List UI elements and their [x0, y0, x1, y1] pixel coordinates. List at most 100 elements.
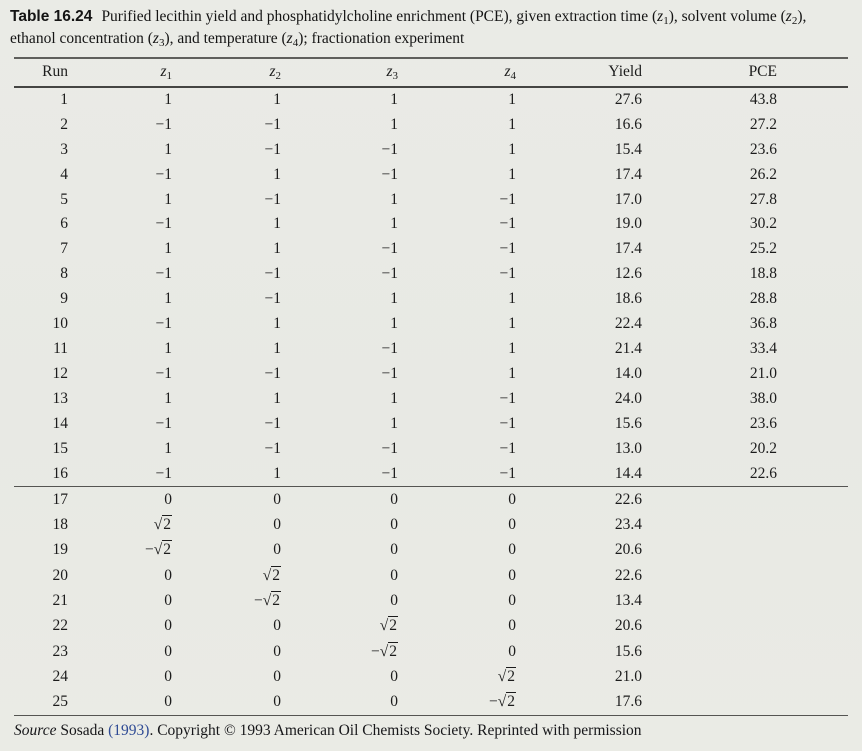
run-cell: 7: [60, 240, 68, 258]
value-cell: −√2: [488, 692, 516, 711]
column-header: z3: [386, 63, 398, 83]
source-label: Source: [14, 722, 57, 739]
value-cell: −1: [499, 389, 517, 407]
value-cell: −1: [155, 215, 173, 233]
value-cell: −√2: [144, 540, 172, 559]
table-row: 8 −1 −1 −1 −1 12.6 18.8: [14, 262, 848, 287]
value-cell: 1: [390, 389, 398, 407]
run-cell: 25: [52, 693, 69, 711]
value-cell: 0: [164, 693, 172, 711]
value-cell: 1: [390, 414, 398, 432]
column-header: Yield: [608, 63, 642, 81]
value-cell: 0: [390, 541, 398, 559]
value-cell: 1: [390, 315, 398, 333]
value-cell: −1: [381, 340, 399, 358]
value-cell: 1: [164, 90, 172, 108]
value-cell: 1: [390, 190, 398, 208]
value-cell: 0: [273, 617, 281, 635]
value-cell: −1: [155, 414, 173, 432]
value-cell: 0: [273, 693, 281, 711]
value-cell: 0: [390, 516, 398, 534]
column-header: PCE: [748, 63, 777, 81]
value-cell: 0: [508, 541, 516, 559]
value-cell: −1: [155, 115, 173, 133]
run-cell: 23: [52, 642, 69, 660]
value-cell: 22.4: [614, 315, 642, 333]
value-cell: 26.2: [749, 165, 777, 183]
value-cell: −1: [264, 140, 282, 158]
run-cell: 13: [52, 389, 69, 407]
value-cell: 23.6: [749, 414, 777, 432]
table-row: 11 1 1 −1 1 21.4 33.4: [14, 337, 848, 362]
value-cell: 0: [508, 592, 516, 610]
value-cell: −1: [264, 265, 282, 283]
table-row: 17 0 0 0 0 22.6: [14, 487, 848, 512]
table-caption-number: Table 16.24: [10, 8, 93, 25]
value-cell: −1: [264, 115, 282, 133]
table-row: 19 −√2 0 0 0 20.6: [14, 538, 848, 563]
value-cell: 20.2: [749, 439, 777, 457]
factorial-rows-section: 1 1 1 1 1 27.6 43.8 2 −1 −1 1 1 16.6 27.2 3 1 −1 −1 1 15.4 2…: [14, 88, 848, 487]
value-cell: −1: [381, 439, 399, 457]
value-cell: 43.8: [749, 90, 777, 108]
value-cell: 21.4: [614, 340, 642, 358]
source-line: Source Sosada (1993). Copyright © 1993 A…: [14, 722, 848, 740]
value-cell: 27.6: [614, 90, 642, 108]
table-row: 21 0 −√2 0 0 13.4: [14, 588, 848, 613]
value-cell: 17.4: [614, 165, 642, 183]
value-cell: 0: [508, 490, 516, 508]
value-cell: −1: [499, 240, 517, 258]
value-cell: −1: [155, 464, 173, 482]
run-cell: 2: [60, 115, 68, 133]
value-cell: 1: [164, 240, 172, 258]
value-cell: 0: [164, 668, 172, 686]
run-cell: 5: [60, 190, 68, 208]
value-cell: 28.8: [749, 290, 777, 308]
run-cell: 8: [60, 265, 68, 283]
value-cell: 1: [508, 165, 516, 183]
value-cell: −1: [264, 364, 282, 382]
value-cell: 1: [164, 290, 172, 308]
value-cell: 1: [508, 315, 516, 333]
value-cell: 17.4: [614, 240, 642, 258]
value-cell: 33.4: [749, 340, 777, 358]
table-row: 13 1 1 1 −1 24.0 38.0: [14, 386, 848, 411]
value-cell: −1: [499, 464, 517, 482]
value-cell: 0: [164, 566, 172, 584]
value-cell: −1: [499, 414, 517, 432]
value-cell: 0: [390, 566, 398, 584]
value-cell: 14.0: [614, 364, 642, 382]
run-cell: 24: [52, 668, 69, 686]
value-cell: −1: [381, 140, 399, 158]
value-cell: 1: [508, 140, 516, 158]
table-row: 18 √2 0 0 0 23.4: [14, 512, 848, 537]
value-cell: 17.0: [614, 190, 642, 208]
run-cell: 11: [53, 340, 68, 358]
table-row: 25 0 0 0 −√2 17.6: [14, 690, 848, 715]
value-cell: 1: [273, 340, 281, 358]
value-cell: 1: [164, 340, 172, 358]
table-row: 5 1 −1 1 −1 17.0 27.8: [14, 187, 848, 212]
table-row: 24 0 0 0 √2 21.0: [14, 664, 848, 689]
value-cell: −1: [499, 215, 517, 233]
run-cell: 21: [52, 592, 69, 610]
table-row: 10 −1 1 1 1 22.4 36.8: [14, 312, 848, 337]
value-cell: 1: [390, 90, 398, 108]
table-row: 22 0 0 √2 0 20.6: [14, 614, 848, 639]
value-cell: 24.0: [614, 389, 642, 407]
value-cell: −√2: [370, 641, 398, 660]
table-row: 20 0 √2 0 0 22.6: [14, 563, 848, 588]
value-cell: 1: [390, 290, 398, 308]
table-row: 12 −1 −1 −1 1 14.0 21.0: [14, 361, 848, 386]
run-cell: 10: [52, 315, 69, 333]
value-cell: 38.0: [749, 389, 777, 407]
value-cell: −1: [264, 290, 282, 308]
value-cell: −1: [381, 464, 399, 482]
value-cell: 19.0: [614, 215, 642, 233]
citation-link[interactable]: (1993): [108, 722, 150, 739]
value-cell: −1: [499, 190, 517, 208]
source-copyright-text: . Copyright © 1993 American Oil Chemists…: [149, 722, 642, 739]
value-cell: 1: [164, 389, 172, 407]
value-cell: −1: [381, 165, 399, 183]
value-cell: −√2: [253, 591, 281, 610]
